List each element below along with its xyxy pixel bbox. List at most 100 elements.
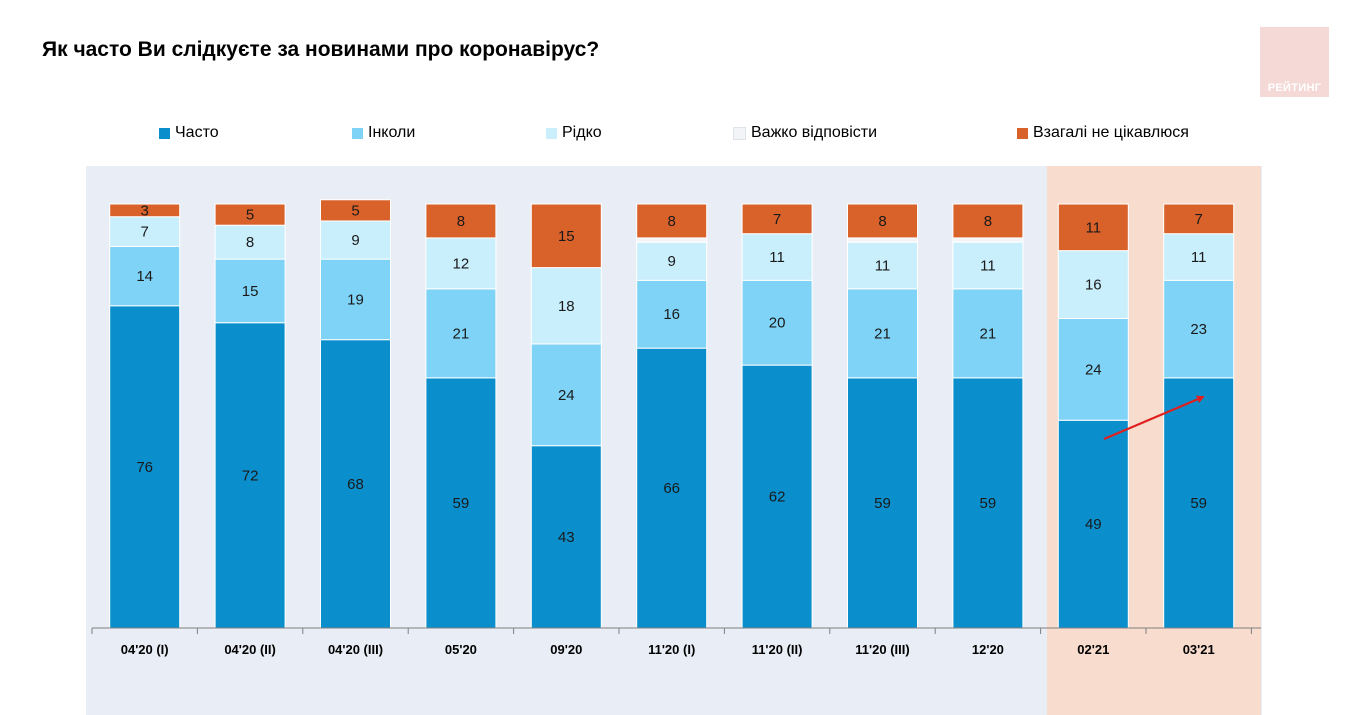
bar-segment-sometimes [741, 279, 813, 366]
legend-swatch [1017, 127, 1028, 139]
data-label: 18 [558, 298, 575, 315]
bar-segment-sometimes [1057, 317, 1129, 421]
legend-swatch [546, 127, 557, 139]
data-label: 7 [1195, 211, 1203, 228]
legend-label: Часто [175, 124, 219, 141]
data-label: 7 [141, 224, 149, 241]
bar-segment-sometimes [1163, 279, 1235, 379]
bar-segment-rarely [425, 237, 497, 290]
data-label: 15 [558, 228, 575, 245]
bar-segment-sometimes [320, 258, 391, 341]
bar-segment-sometimes [952, 288, 1024, 379]
data-label: 8 [246, 234, 254, 251]
data-label: 8 [457, 213, 465, 230]
bar-segment-rarely [320, 220, 391, 260]
bar-segment-often [847, 377, 918, 629]
data-label: 62 [769, 489, 786, 506]
trend-arrow [1103, 395, 1205, 441]
data-label: 11 [875, 257, 891, 274]
legend-item-often: Часто [159, 124, 219, 142]
bar-segment-often [636, 347, 708, 629]
x-tick-label: 04'20 (III) [328, 642, 383, 657]
bar-segment-hard-to-say [636, 237, 708, 243]
bar-segment-not-interested [530, 203, 602, 269]
data-label: 11 [1086, 219, 1102, 236]
bar-segment-not-interested [1057, 203, 1129, 252]
bar-segment-often [530, 445, 602, 629]
bar-segment-not-interested [425, 203, 497, 239]
bar-segment-hard-to-say [847, 237, 918, 243]
x-tick-label: 11'20 (I) [648, 642, 695, 657]
x-tick-label: 02'21 [1077, 642, 1109, 657]
data-label: 66 [663, 480, 680, 497]
data-label: 5 [246, 207, 254, 224]
legend-label: Рідко [562, 124, 602, 141]
legend-swatch [159, 127, 170, 139]
data-label: 3 [141, 202, 149, 219]
data-label: 11 [769, 249, 785, 266]
data-label: 8 [668, 213, 676, 230]
data-label: 59 [453, 495, 470, 512]
bar-segment-sometimes [847, 288, 918, 379]
data-label: 76 [136, 459, 153, 476]
bar-segment-not-interested [1163, 203, 1235, 235]
legend-swatch [352, 127, 363, 139]
x-tick-label: 11'20 (III) [855, 642, 909, 657]
bar-segment-rarely [847, 241, 918, 290]
bar-segment-often [1163, 377, 1235, 629]
x-tick-label: 09'20 [550, 642, 582, 657]
data-label: 72 [242, 467, 259, 484]
data-label: 5 [351, 202, 359, 219]
x-tick-label: 04'20 (I) [121, 642, 169, 657]
bar-segment-often [320, 339, 391, 629]
legend-item-rarely: Рідко [546, 124, 602, 142]
logo-text: РЕЙТИНГ [1267, 82, 1322, 94]
data-label: 59 [874, 495, 891, 512]
data-label: 12 [453, 255, 470, 272]
bar-segment-often [1057, 419, 1129, 629]
bar-segment-rarely [109, 216, 181, 247]
chart-title: Як часто Ви слідкуєте за новинами про ко… [42, 38, 600, 61]
x-tick-label: 05'20 [445, 642, 477, 657]
x-tick-label: 11'20 (II) [752, 642, 803, 657]
data-label: 11 [1191, 249, 1207, 266]
bar-segment-rarely [1163, 233, 1235, 281]
data-label: 43 [558, 529, 575, 546]
bar-segment-sometimes [425, 288, 497, 379]
data-label: 59 [980, 495, 997, 512]
bar-segment-often [952, 377, 1024, 629]
bar-segment-not-interested [952, 203, 1024, 239]
x-tick-label: 12'20 [972, 642, 1004, 657]
data-label: 7 [773, 211, 781, 228]
data-label: 49 [1085, 516, 1102, 533]
data-label: 15 [242, 283, 259, 300]
data-label: 21 [980, 325, 997, 342]
bar-segment-not-interested [847, 203, 918, 239]
bar-segment-not-interested [109, 203, 181, 218]
data-label: 23 [1190, 321, 1207, 338]
bar-segment-rarely [1057, 250, 1129, 319]
data-label: 9 [668, 253, 676, 270]
bar-segment-rarely [214, 224, 286, 260]
legend-item-hard-to-say: Важко відповісти [733, 124, 877, 142]
bar-segment-not-interested [741, 203, 813, 235]
data-label: 16 [1085, 277, 1102, 294]
data-label: 14 [136, 268, 153, 285]
data-label: 19 [347, 291, 364, 308]
data-label: 8 [878, 213, 886, 230]
legend-label: Інколи [368, 124, 416, 141]
data-label: 59 [1190, 495, 1207, 512]
rating-logo: РЕЙТИНГ [1260, 27, 1329, 97]
data-label: 9 [351, 232, 359, 249]
data-label: 20 [769, 315, 786, 332]
data-label: 24 [558, 387, 575, 404]
legend-item-not-interested: Взагалі не цікавлюся [1017, 124, 1189, 142]
bar-segment-not-interested [214, 203, 286, 226]
bar-segment-not-interested [320, 199, 391, 222]
data-label: 21 [453, 325, 470, 342]
bar-segment-rarely [741, 233, 813, 281]
bar-segment-sometimes [636, 279, 708, 349]
data-label: 21 [874, 325, 891, 342]
bar-segment-sometimes [530, 343, 602, 447]
